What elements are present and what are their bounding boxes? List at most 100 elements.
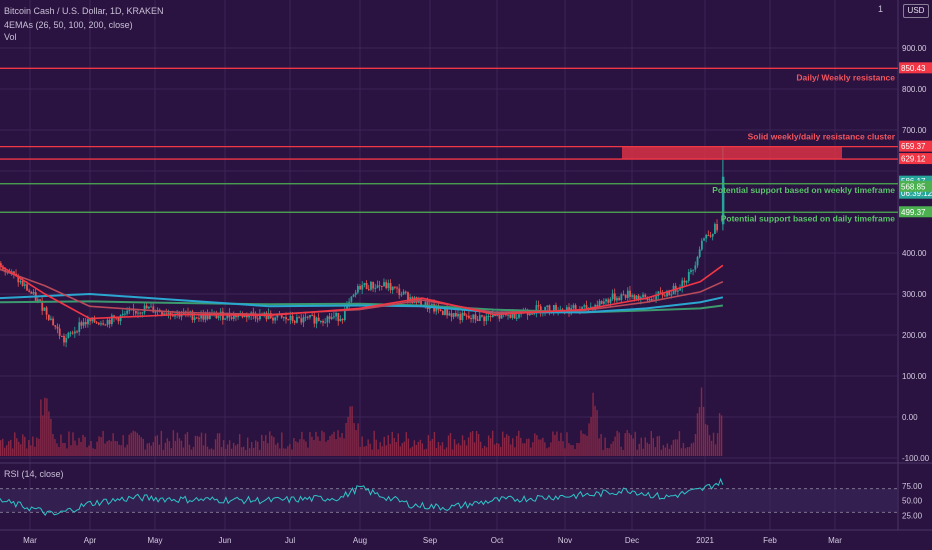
candle-body: [714, 224, 716, 234]
candle-body: [624, 294, 627, 298]
volume-bar: [684, 448, 687, 456]
candle-body: [141, 312, 144, 314]
candle-body: [380, 285, 383, 287]
volume-bar: [56, 443, 58, 456]
volume-bar: [592, 392, 594, 456]
candle-body: [529, 313, 531, 316]
ema-indicator-label[interactable]: 4EMAs (26, 50, 100, 200, close): [4, 20, 133, 30]
volume-bar: [443, 449, 446, 456]
volume-bar: [257, 441, 259, 456]
candle-body: [206, 313, 209, 320]
candle-body: [496, 315, 499, 317]
candle-body: [507, 314, 510, 316]
ema50-line: [0, 268, 724, 316]
volume-bar: [361, 436, 363, 456]
volume-bar: [512, 438, 514, 456]
volume-bar: [582, 433, 584, 456]
resistance-cluster-zone[interactable]: [622, 146, 842, 160]
candle-body: [359, 286, 361, 290]
volume-bar: [666, 443, 669, 456]
volume-bar: [566, 432, 568, 456]
volume-bar: [46, 398, 48, 456]
candle-body: [498, 315, 501, 319]
volume-bar: [399, 446, 401, 456]
volume-bar: [182, 447, 185, 456]
volume-bar: [714, 444, 717, 456]
volume-bar: [297, 442, 299, 456]
volume-bar: [273, 437, 275, 456]
volume-bar: [40, 399, 42, 456]
candle-body: [468, 315, 470, 319]
time-axis-label: Mar: [23, 536, 37, 545]
volume-bar: [694, 433, 697, 456]
volume-bar: [22, 434, 24, 456]
candle-body: [544, 307, 547, 312]
time-axis-label: Jun: [219, 536, 232, 545]
candle-body: [481, 315, 483, 317]
volume-bar: [255, 440, 257, 456]
volume-bar: [345, 423, 347, 456]
rsi-tick-label: 25.00: [902, 511, 923, 520]
volume-label[interactable]: Vol: [4, 32, 17, 42]
volume-bar: [624, 433, 626, 456]
candle-body: [259, 313, 261, 320]
volume-bar: [142, 438, 144, 456]
candle-body: [415, 297, 418, 303]
volume-bar: [34, 446, 36, 456]
rsi-label[interactable]: RSI (14, close): [4, 469, 64, 479]
volume-bar: [289, 443, 291, 456]
volume-bar: [710, 440, 713, 456]
candle-body: [102, 323, 105, 325]
candle-body: [21, 280, 24, 286]
volume-bar: [359, 446, 361, 456]
volume-bar: [401, 443, 404, 456]
candle-body: [339, 318, 342, 322]
volume-bar: [570, 445, 572, 456]
candle-body: [78, 322, 81, 332]
candle-body: [230, 317, 233, 319]
candle-body: [150, 306, 153, 308]
candle-body: [30, 291, 33, 294]
time-axis-label: Mar: [828, 536, 842, 545]
volume-bar: [291, 449, 293, 456]
candle-body: [276, 313, 279, 318]
candle-body: [620, 294, 623, 301]
price-tick-label: 0.00: [902, 413, 918, 422]
volume-bar: [196, 436, 199, 456]
volume-bar: [116, 441, 118, 456]
candle-body: [596, 304, 599, 307]
volume-bar: [329, 435, 331, 456]
volume-bar: [550, 442, 552, 456]
volume-bar: [130, 432, 132, 456]
volume-bar: [192, 446, 195, 456]
candle-body: [17, 275, 20, 283]
price-tag-label: 499.37: [901, 208, 926, 217]
volume-bar: [68, 431, 70, 456]
volume-bar: [441, 442, 444, 456]
volume-bar: [146, 443, 148, 456]
candle-body: [19, 280, 22, 283]
candle-body: [500, 313, 503, 319]
volume-bar: [542, 437, 544, 456]
annotation-resistance-cluster: Solid weekly/daily resistance cluster: [748, 132, 896, 142]
volume-bar: [72, 432, 74, 456]
candle-body: [629, 290, 631, 297]
volume-bar: [375, 439, 377, 456]
volume-bar: [572, 445, 574, 456]
candle-body: [352, 294, 355, 297]
time-axis-label: Feb: [763, 536, 777, 545]
volume-bar: [544, 442, 546, 456]
volume-bar: [16, 438, 18, 456]
currency-button[interactable]: USD: [903, 4, 929, 18]
volume-bar: [664, 447, 667, 456]
candle-body: [311, 315, 314, 317]
volume-bar: [423, 449, 426, 456]
price-axis-panel[interactable]: [898, 0, 932, 550]
volume-bar: [510, 444, 512, 456]
volume-bar: [580, 430, 582, 456]
candle-body: [698, 249, 701, 257]
candle-body: [707, 235, 710, 237]
volume-bar: [28, 440, 30, 456]
